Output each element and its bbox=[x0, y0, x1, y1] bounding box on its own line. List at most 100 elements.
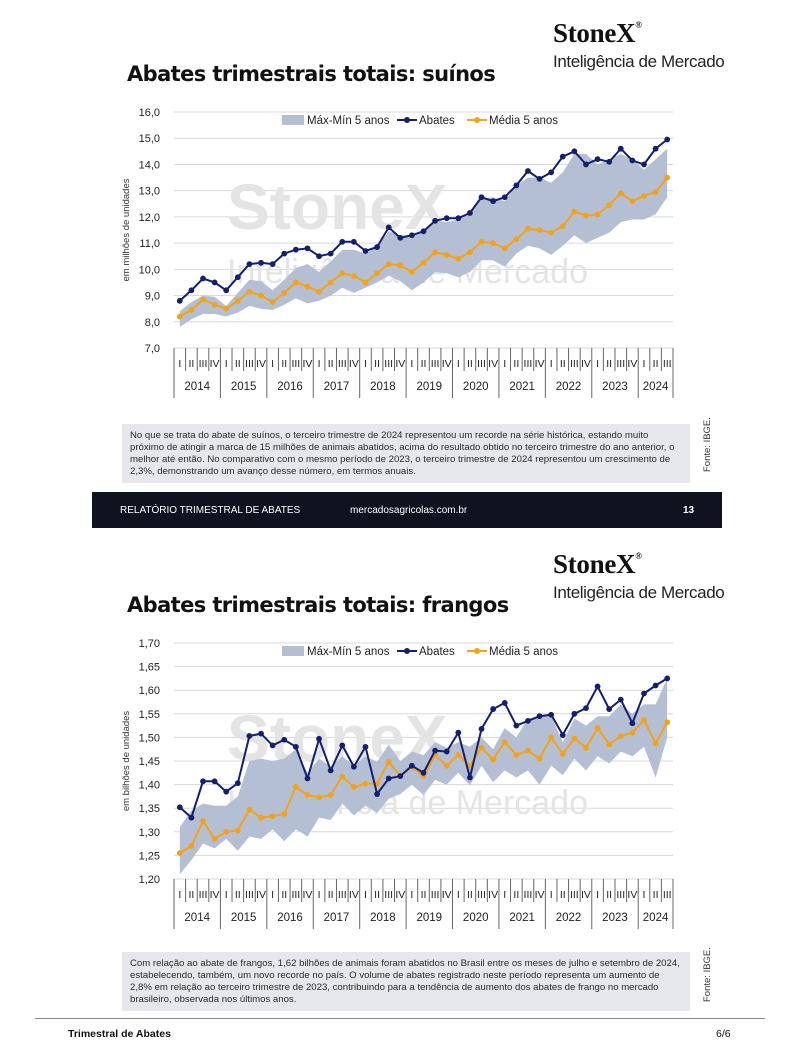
footer-report-title: RELATÓRIO TRIMESTRAL DE ABATES bbox=[120, 505, 301, 516]
data-point-abates bbox=[617, 145, 624, 152]
data-point-abates bbox=[432, 747, 439, 754]
data-point-abates bbox=[571, 710, 578, 717]
data-point-abates bbox=[304, 245, 311, 252]
y-axis-label: em milhões de unidades bbox=[121, 178, 132, 281]
x-tick-label-quarter: II bbox=[560, 358, 566, 370]
x-tick-label-quarter: I bbox=[550, 358, 553, 370]
data-point-media bbox=[617, 733, 624, 739]
x-tick-label-year: 2016 bbox=[277, 912, 303, 924]
data-point-media bbox=[316, 288, 322, 295]
x-tick-label-quarter: IV bbox=[535, 358, 545, 370]
data-point-media bbox=[327, 279, 334, 286]
legend-label-abates: Abates bbox=[419, 115, 455, 127]
data-point-media bbox=[200, 296, 206, 303]
x-tick-label-quarter: I bbox=[550, 889, 553, 901]
data-point-media bbox=[641, 717, 647, 723]
data-point-media bbox=[455, 751, 462, 758]
data-point-media bbox=[536, 227, 543, 233]
data-point-media bbox=[234, 297, 241, 304]
data-point-media bbox=[652, 189, 659, 195]
x-tick-label-quarter: III bbox=[338, 358, 347, 370]
y-tick-label: 1,50 bbox=[139, 732, 160, 744]
data-point-abates bbox=[536, 713, 543, 720]
footer-page-number: 13 bbox=[683, 505, 695, 516]
x-tick-label-quarter: II bbox=[281, 889, 287, 901]
x-tick-label-quarter: II bbox=[421, 889, 427, 901]
legend-label-media: Média 5 anos bbox=[489, 115, 558, 127]
data-point-media bbox=[594, 725, 601, 731]
data-point-media bbox=[478, 744, 485, 751]
y-tick-label: 9,0 bbox=[145, 291, 160, 303]
x-tick-label-quarter: IV bbox=[488, 889, 498, 901]
x-tick-label-quarter: I bbox=[643, 358, 646, 370]
data-point-abates bbox=[513, 182, 520, 189]
y-tick-label: 1,30 bbox=[139, 827, 160, 839]
x-tick-label-quarter: III bbox=[570, 889, 579, 901]
data-point-abates bbox=[606, 158, 613, 165]
data-point-media bbox=[664, 719, 671, 726]
x-tick-label-quarter: I bbox=[271, 358, 274, 370]
data-point-abates bbox=[443, 748, 450, 755]
data-point-media bbox=[292, 279, 299, 286]
data-point-abates bbox=[281, 736, 288, 743]
data-point-abates bbox=[211, 778, 218, 785]
x-tick-label-year: 2018 bbox=[370, 912, 396, 924]
data-point-abates bbox=[432, 217, 439, 224]
data-point-media bbox=[420, 259, 427, 266]
x-tick-label-quarter: III bbox=[477, 358, 486, 370]
data-point-abates bbox=[490, 198, 497, 205]
x-tick-label-quarter: III bbox=[245, 889, 254, 901]
y-tick-label: 7,0 bbox=[145, 343, 160, 355]
x-tick-label-quarter: III bbox=[477, 889, 486, 901]
x-tick-label-quarter: III bbox=[663, 889, 672, 901]
data-point-abates bbox=[385, 775, 392, 782]
x-tick-label-year: 2017 bbox=[324, 381, 350, 393]
x-tick-label-quarter: II bbox=[560, 889, 566, 901]
data-point-media bbox=[525, 225, 531, 232]
y-tick-label: 13,0 bbox=[139, 186, 160, 198]
chart-frangos: em bilhões de unidades 1,20 1,25 1,30 1,35 1,… bbox=[121, 638, 674, 929]
data-point-abates bbox=[594, 683, 601, 690]
data-point-abates bbox=[571, 148, 578, 155]
data-point-media bbox=[223, 828, 230, 835]
legend-swatch-band bbox=[282, 115, 304, 125]
legend-label-band: Máx-Mín 5 anos bbox=[307, 115, 390, 127]
y-tick-label: 1,70 bbox=[139, 638, 160, 650]
x-tick-label-quarter: IV bbox=[395, 889, 405, 901]
data-point-abates bbox=[362, 743, 369, 750]
data-point-media bbox=[525, 747, 531, 754]
note-frangos: Com relação ao abate de frangos, 1,62 bi… bbox=[122, 952, 690, 1011]
data-point-media bbox=[362, 780, 369, 787]
x-tick-label-quarter: I bbox=[457, 358, 460, 370]
data-point-media bbox=[606, 202, 613, 208]
data-point-abates bbox=[269, 742, 276, 749]
data-point-media bbox=[281, 810, 288, 817]
x-tick-label-quarter: III bbox=[384, 358, 393, 370]
data-point-abates bbox=[559, 732, 566, 738]
footer-website-link[interactable]: mercadosagricolas.com.br bbox=[350, 505, 468, 516]
data-point-media bbox=[304, 283, 311, 290]
data-point-abates bbox=[246, 261, 253, 267]
data-point-abates bbox=[200, 275, 206, 282]
y-tick-label: 1,40 bbox=[139, 780, 160, 792]
x-tick-label-year: 2024 bbox=[643, 381, 669, 393]
data-point-media bbox=[350, 272, 357, 279]
data-point-media bbox=[188, 843, 195, 849]
data-point-media bbox=[559, 223, 566, 229]
x-tick-label-quarter: II bbox=[513, 889, 519, 901]
x-tick-label-quarter: II bbox=[188, 889, 194, 901]
data-point-abates bbox=[223, 788, 230, 795]
x-tick-label-quarter: II bbox=[653, 358, 659, 370]
y-tick-label: 8,0 bbox=[145, 317, 160, 329]
x-tick-label-quarter: II bbox=[606, 889, 612, 901]
x-tick-label-quarter: III bbox=[245, 358, 254, 370]
x-tick-label-quarter: II bbox=[235, 889, 241, 901]
data-point-media bbox=[571, 735, 578, 742]
data-point-abates bbox=[200, 778, 206, 785]
x-tick-label-year: 2021 bbox=[509, 381, 535, 393]
x-tick-label-quarter: II bbox=[188, 358, 194, 370]
y-tick-label: 11,0 bbox=[139, 238, 160, 250]
x-tick-label-quarter: II bbox=[513, 358, 519, 370]
data-point-abates bbox=[246, 733, 253, 739]
data-point-abates bbox=[408, 762, 415, 769]
